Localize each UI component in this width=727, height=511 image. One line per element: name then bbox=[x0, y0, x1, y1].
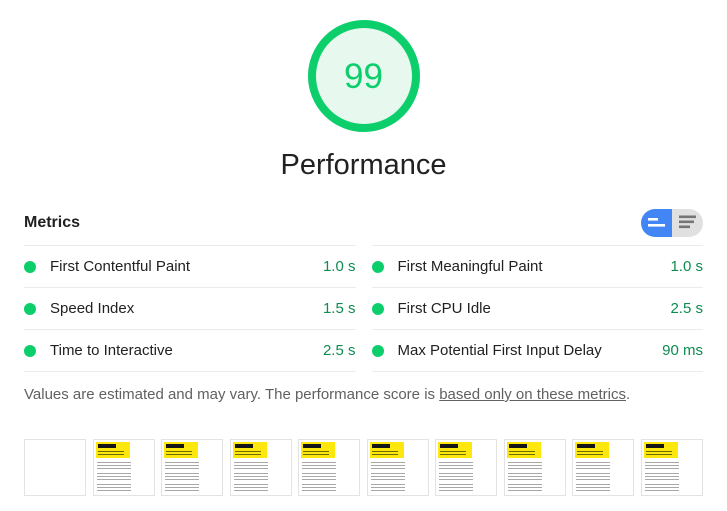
thumbnail-text-lines bbox=[96, 462, 131, 491]
thumbnail-logo-bar bbox=[166, 444, 185, 448]
metrics-header: Metrics bbox=[24, 209, 703, 237]
thumbnail-logo-bar bbox=[371, 444, 390, 448]
thumbnail-hero-block bbox=[95, 442, 130, 458]
expanded-view-icon bbox=[678, 215, 697, 232]
metric-row-first-contentful-paint: First Contentful Paint 1.0 s bbox=[24, 245, 356, 287]
thumbnail-text-lines bbox=[370, 462, 405, 491]
thumbnail-hero-text-lines bbox=[371, 451, 398, 456]
metric-status-dot bbox=[24, 302, 36, 315]
metric-value: 1.0 s bbox=[322, 258, 356, 275]
metrics-view-toggle bbox=[641, 209, 703, 237]
performance-score-gauge[interactable]: 99 bbox=[307, 20, 420, 132]
metric-row-time-to-interactive: Time to Interactive 2.5 s bbox=[24, 329, 356, 372]
thumbnail-hero-text-lines bbox=[303, 451, 330, 456]
thumbnail-logo-bar bbox=[508, 444, 527, 448]
condensed-view-icon bbox=[647, 216, 666, 231]
condensed-view-button[interactable] bbox=[641, 209, 672, 237]
thumbnail-hero-block bbox=[301, 442, 336, 458]
metrics-grid: First Contentful Paint 1.0 s First Meaning… bbox=[24, 245, 703, 372]
thumbnail-hero-text-lines bbox=[440, 451, 467, 456]
thumbnail-logo-bar bbox=[97, 444, 116, 448]
metric-value: 1.0 s bbox=[670, 258, 703, 275]
filmstrip-frame-9 bbox=[572, 439, 635, 496]
thumbnail-text-lines bbox=[507, 462, 542, 491]
thumbnail-hero-block bbox=[575, 442, 610, 458]
filmstrip-frame-2 bbox=[92, 439, 155, 496]
metric-label: First Contentful Paint bbox=[50, 258, 191, 275]
thumbnail-hero-block bbox=[643, 442, 678, 458]
thumbnail-hero-text-lines bbox=[645, 451, 672, 456]
thumbnail-text-lines bbox=[165, 462, 200, 491]
thumbnail-text-lines bbox=[439, 462, 474, 491]
thumbnail-hero-block bbox=[438, 442, 473, 458]
metric-value: 90 ms bbox=[662, 342, 703, 359]
metric-status-dot bbox=[371, 344, 384, 357]
thumbnail-logo-bar bbox=[303, 444, 322, 448]
metric-label: First Meaningful Paint bbox=[397, 258, 543, 275]
filmstrip bbox=[0, 439, 727, 496]
category-title: Performance bbox=[280, 149, 447, 181]
lighthouse-performance-report: 99 Performance Metrics First Contentful … bbox=[0, 0, 727, 496]
metrics-heading: Metrics bbox=[24, 214, 81, 231]
thumbnail-logo-bar bbox=[440, 444, 459, 448]
metrics-explainer-link[interactable]: based only on these metrics bbox=[439, 386, 626, 403]
thumbnail-hero-block bbox=[369, 442, 404, 458]
thumbnail-logo-bar bbox=[645, 444, 664, 448]
filmstrip-frame-4 bbox=[229, 439, 292, 496]
metric-label: Max Potential First Input Delay bbox=[397, 342, 602, 359]
metric-row-speed-index: Speed Index 1.5 s bbox=[24, 287, 356, 329]
metrics-section: Metrics First Contentful Paint 1.0 s First… bbox=[0, 209, 727, 403]
thumbnail-text-lines bbox=[233, 462, 268, 491]
thumbnail-hero-block bbox=[232, 442, 267, 458]
performance-score-value: 99 bbox=[344, 56, 383, 96]
thumbnail-logo-bar bbox=[234, 444, 253, 448]
filmstrip-frame-5 bbox=[298, 439, 361, 496]
filmstrip-frame-3 bbox=[161, 439, 224, 496]
thumbnail-text-lines bbox=[644, 462, 679, 491]
thumbnail-hero-block bbox=[506, 442, 541, 458]
thumbnail-text-lines bbox=[576, 462, 611, 491]
metric-row-max-potential-first-input-delay: Max Potential First Input Delay 90 ms bbox=[371, 329, 703, 372]
disclaimer-text: Values are estimated and may vary. The p… bbox=[24, 386, 440, 403]
thumbnail-logo-bar bbox=[577, 444, 596, 448]
metric-status-dot bbox=[24, 344, 36, 357]
metric-value: 1.5 s bbox=[322, 300, 356, 317]
disclaimer-period: . bbox=[625, 386, 631, 403]
metric-status-dot bbox=[24, 260, 36, 273]
metric-row-first-meaningful-paint: First Meaningful Paint 1.0 s bbox=[371, 245, 703, 287]
thumbnail-hero-text-lines bbox=[234, 451, 261, 456]
metric-status-dot bbox=[371, 302, 384, 315]
thumbnail-text-lines bbox=[302, 462, 337, 491]
metric-value: 2.5 s bbox=[670, 300, 703, 317]
metrics-disclaimer: Values are estimated and may vary. The p… bbox=[24, 386, 703, 403]
filmstrip-frame-6 bbox=[366, 439, 429, 496]
thumbnail-hero-block bbox=[164, 442, 199, 458]
thumbnail-hero-text-lines bbox=[97, 451, 124, 456]
thumbnail-hero-text-lines bbox=[166, 451, 193, 456]
metric-row-first-cpu-idle: First CPU Idle 2.5 s bbox=[371, 287, 703, 329]
metric-label: Time to Interactive bbox=[50, 342, 173, 359]
metric-value: 2.5 s bbox=[322, 342, 356, 359]
thumbnail-hero-text-lines bbox=[577, 451, 604, 456]
metric-label: Speed Index bbox=[50, 300, 135, 317]
filmstrip-frame-8 bbox=[503, 439, 566, 496]
score-gauge-section: 99 Performance bbox=[0, 0, 727, 182]
filmstrip-frame-1-blank bbox=[24, 439, 86, 496]
expanded-view-button[interactable] bbox=[672, 209, 703, 237]
metric-status-dot bbox=[371, 260, 384, 273]
thumbnail-hero-text-lines bbox=[508, 451, 535, 456]
filmstrip-frame-10 bbox=[640, 439, 703, 496]
filmstrip-frame-7 bbox=[435, 439, 498, 496]
metric-label: First CPU Idle bbox=[397, 300, 491, 317]
